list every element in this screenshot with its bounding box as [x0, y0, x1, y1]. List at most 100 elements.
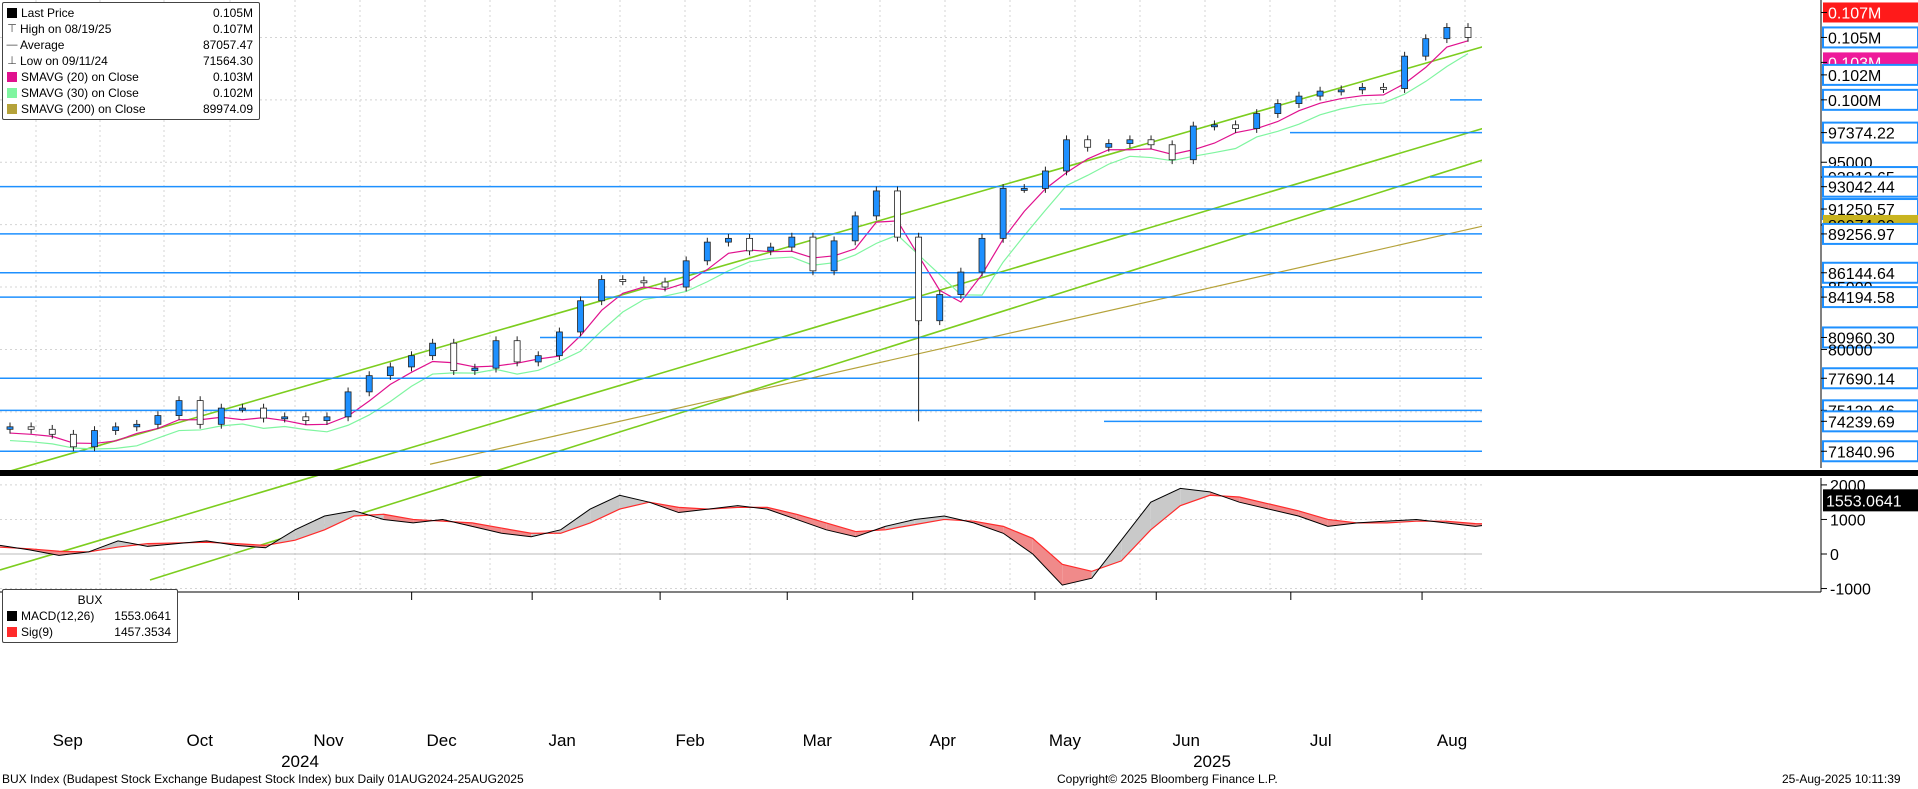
legend-row: SMAVG (30) on Close 0.102M — [3, 85, 259, 101]
legend-value: 89974.09 — [202, 102, 253, 116]
legend-value: 87057.47 — [202, 38, 253, 52]
candle-body — [6, 426, 14, 430]
moving-averages — [9, 40, 1489, 465]
candle-body — [978, 237, 986, 273]
macd-fill — [826, 522, 856, 537]
macd-fill — [472, 522, 502, 534]
legend-value: 0.103M — [212, 70, 253, 84]
candle-body — [217, 407, 225, 425]
candle-body — [809, 236, 817, 272]
macd-fill — [295, 516, 325, 541]
price-tag-label: 77690.14 — [1828, 371, 1895, 388]
price-tag-label: 93042.44 — [1828, 180, 1895, 197]
candle-body — [1443, 27, 1451, 40]
macd-fill — [1327, 519, 1358, 527]
price-tag-label: 80000 — [1828, 342, 1873, 359]
high-marker-icon: ⊤ — [7, 23, 17, 35]
magenta-swatch-icon — [7, 72, 17, 82]
channel-upper-line — [0, 0, 1646, 475]
candle-body — [27, 426, 35, 430]
candle-body — [1253, 113, 1261, 129]
sig-label: Sig(9) — [21, 625, 54, 639]
footer-timestamp: 25-Aug-2025 10:11:39 — [1782, 772, 1901, 786]
candle-body — [344, 391, 352, 418]
candle-body — [999, 188, 1007, 239]
candle-body — [1422, 38, 1430, 57]
candle-body — [1189, 125, 1197, 161]
x-month-label: Nov — [313, 731, 344, 750]
x-month-label: Jun — [1173, 731, 1200, 750]
legend-label: Last Price — [21, 6, 75, 20]
macd-tick-label: 0 — [1830, 547, 1839, 564]
sig-value: 1457.3534 — [114, 625, 171, 639]
candle-body — [640, 280, 648, 284]
price-tag-label: 91250.57 — [1828, 202, 1895, 219]
candle-body — [788, 236, 796, 248]
x-month-label: Dec — [427, 731, 458, 750]
candle-body — [492, 340, 500, 369]
candle-body — [1316, 90, 1324, 97]
macd-fill — [383, 514, 414, 523]
candle-body — [894, 190, 901, 238]
candle-body — [239, 407, 246, 411]
x-year-label: 2025 — [1193, 752, 1231, 771]
candle-body — [281, 416, 289, 420]
price-tag-label: 71840.96 — [1828, 444, 1895, 461]
low-marker-icon: ⊥ — [7, 55, 17, 67]
candle-body — [1380, 86, 1387, 90]
macd-fill — [1298, 510, 1328, 527]
candle-body — [1358, 86, 1366, 91]
sma30-line — [9, 53, 1469, 450]
price-tag-label: 89256.97 — [1828, 227, 1895, 244]
candle-body — [1147, 139, 1155, 146]
footer-copyright: Copyright© 2025 Bloomberg Finance L.P. — [1057, 772, 1278, 786]
candlesticks — [6, 23, 1472, 452]
candle-body — [133, 423, 141, 428]
candle-body — [1041, 170, 1049, 189]
legend-row: Last Price 0.105M — [3, 5, 259, 21]
price-tag-label: 0.102M — [1828, 68, 1881, 85]
candle-body — [91, 430, 98, 448]
candle-body — [555, 331, 563, 357]
x-month-label: Aug — [1437, 731, 1467, 750]
average-marker-icon: — — [6, 39, 18, 51]
candle-body — [302, 416, 310, 421]
legend-row: SMAVG (200) on Close 89974.09 — [3, 101, 259, 117]
price-tag — [1823, 2, 1918, 23]
candle-body — [1232, 124, 1239, 129]
macd-fill — [590, 495, 620, 523]
legend-row: ⊥ Low on 09/11/24 71564.30 — [3, 53, 259, 69]
sma200-line — [429, 224, 1489, 465]
legend-label: Average — [20, 38, 65, 52]
candle-body — [1168, 144, 1176, 161]
price-tag-label: 84194.58 — [1828, 290, 1895, 307]
candle-body — [851, 215, 859, 242]
x-month-label: May — [1049, 731, 1082, 750]
x-month-label: Oct — [187, 731, 214, 750]
legend-label: High on 08/19/25 — [20, 22, 112, 36]
candle-body — [386, 366, 394, 377]
candle-body — [1105, 143, 1113, 148]
candle-body — [830, 240, 838, 272]
candle-body — [1126, 139, 1134, 144]
candle-body — [196, 400, 204, 425]
candle-body — [746, 237, 753, 252]
candle-body — [534, 355, 542, 363]
macd-value: 1553.0641 — [114, 609, 171, 623]
candle-body — [598, 279, 606, 302]
macd-fill — [619, 495, 650, 510]
x-month-label: Jan — [548, 731, 575, 750]
legend-row: — Average 87057.47 — [3, 37, 259, 53]
price-tag-label: 80960.30 — [1828, 330, 1895, 347]
candle-body — [936, 294, 944, 322]
macd-tick-label: 1000 — [1830, 512, 1866, 529]
footer-description: BUX Index (Budapest Stock Exchange Budap… — [2, 772, 524, 786]
macd-fill — [1180, 488, 1210, 506]
olive-swatch-icon — [7, 104, 17, 114]
macd-fill — [1239, 497, 1269, 510]
candle-body — [323, 416, 331, 421]
candle-body — [260, 407, 267, 419]
candle-body — [619, 279, 627, 282]
sig-legend-row: Sig(9) 1457.3534 — [3, 624, 177, 640]
